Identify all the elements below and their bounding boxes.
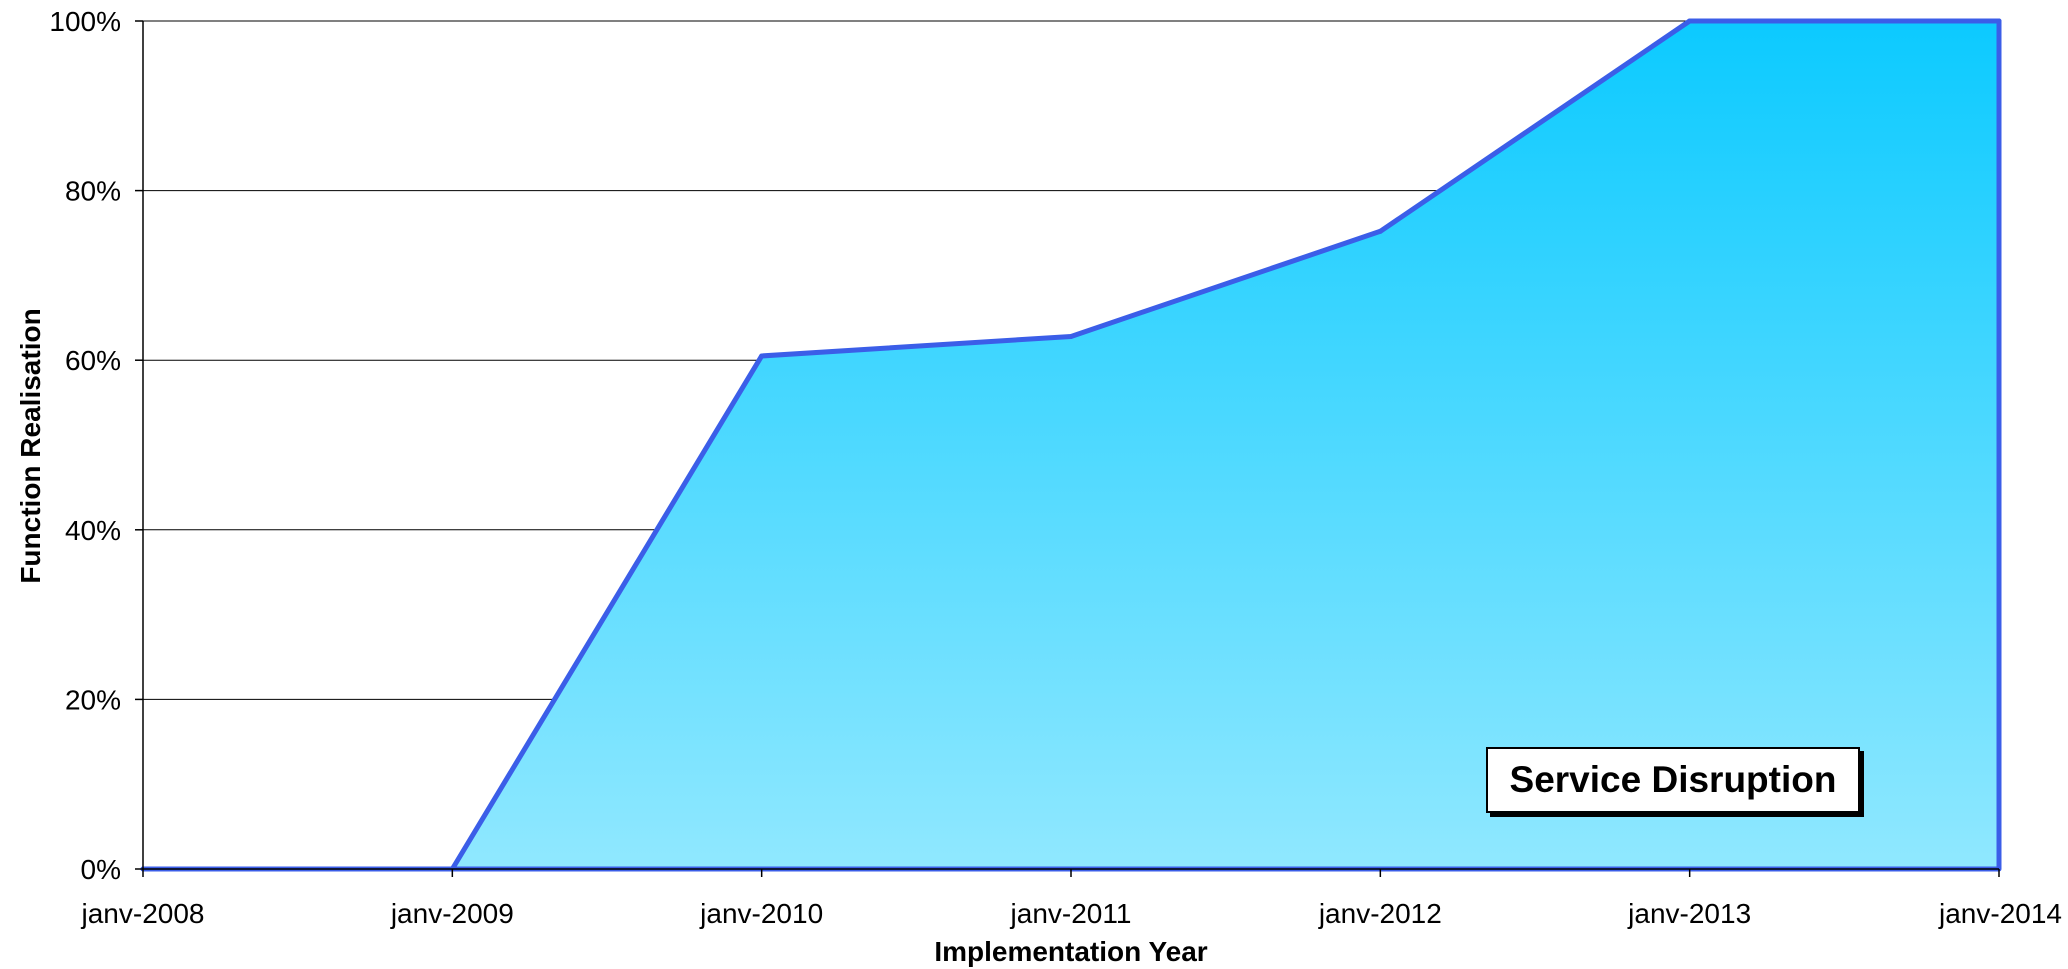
annotation-label: Service Disruption bbox=[1509, 759, 1837, 800]
y-tick-label: 100% bbox=[49, 6, 121, 37]
data-point-janv-2013 bbox=[1687, 18, 1693, 24]
x-tick-label: janv-2012 bbox=[1318, 898, 1442, 929]
x-tick-label: janv-2011 bbox=[1010, 898, 1132, 929]
area-fill bbox=[140, 18, 2002, 872]
x-tick-labels: janv-2008 janv-2009 janv-2010 janv-2011 janv… bbox=[81, 869, 2062, 929]
x-tick-label: janv-2010 bbox=[699, 898, 823, 929]
data-point-janv-2014 bbox=[1996, 18, 2002, 24]
x-tick-label: janv-2013 bbox=[1627, 898, 1751, 929]
data-point-janv-2010 bbox=[759, 353, 765, 359]
y-tick-label: 60% bbox=[65, 345, 121, 376]
y-tick-labels: 0% 20% 40% 60% 80% 100% bbox=[49, 6, 143, 885]
y-tick-label: 80% bbox=[65, 176, 121, 207]
y-tick-label: 20% bbox=[65, 684, 121, 715]
x-tick-label: janv-2009 bbox=[390, 898, 514, 929]
x-axis-title: Implementation Year bbox=[934, 936, 1207, 967]
y-axis-title: Function Realisation bbox=[15, 308, 46, 583]
y-tick-label: 0% bbox=[81, 854, 121, 885]
y-tick-label: 40% bbox=[65, 515, 121, 546]
x-tick-label: janv-2008 bbox=[81, 898, 205, 929]
data-point-janv-2012 bbox=[1377, 228, 1383, 234]
x-tick-label: janv-2014 bbox=[1938, 898, 2062, 929]
data-point-janv-2011 bbox=[1068, 333, 1074, 339]
annotation-box: Service Disruption bbox=[1486, 747, 1860, 813]
area-series bbox=[140, 18, 2002, 872]
